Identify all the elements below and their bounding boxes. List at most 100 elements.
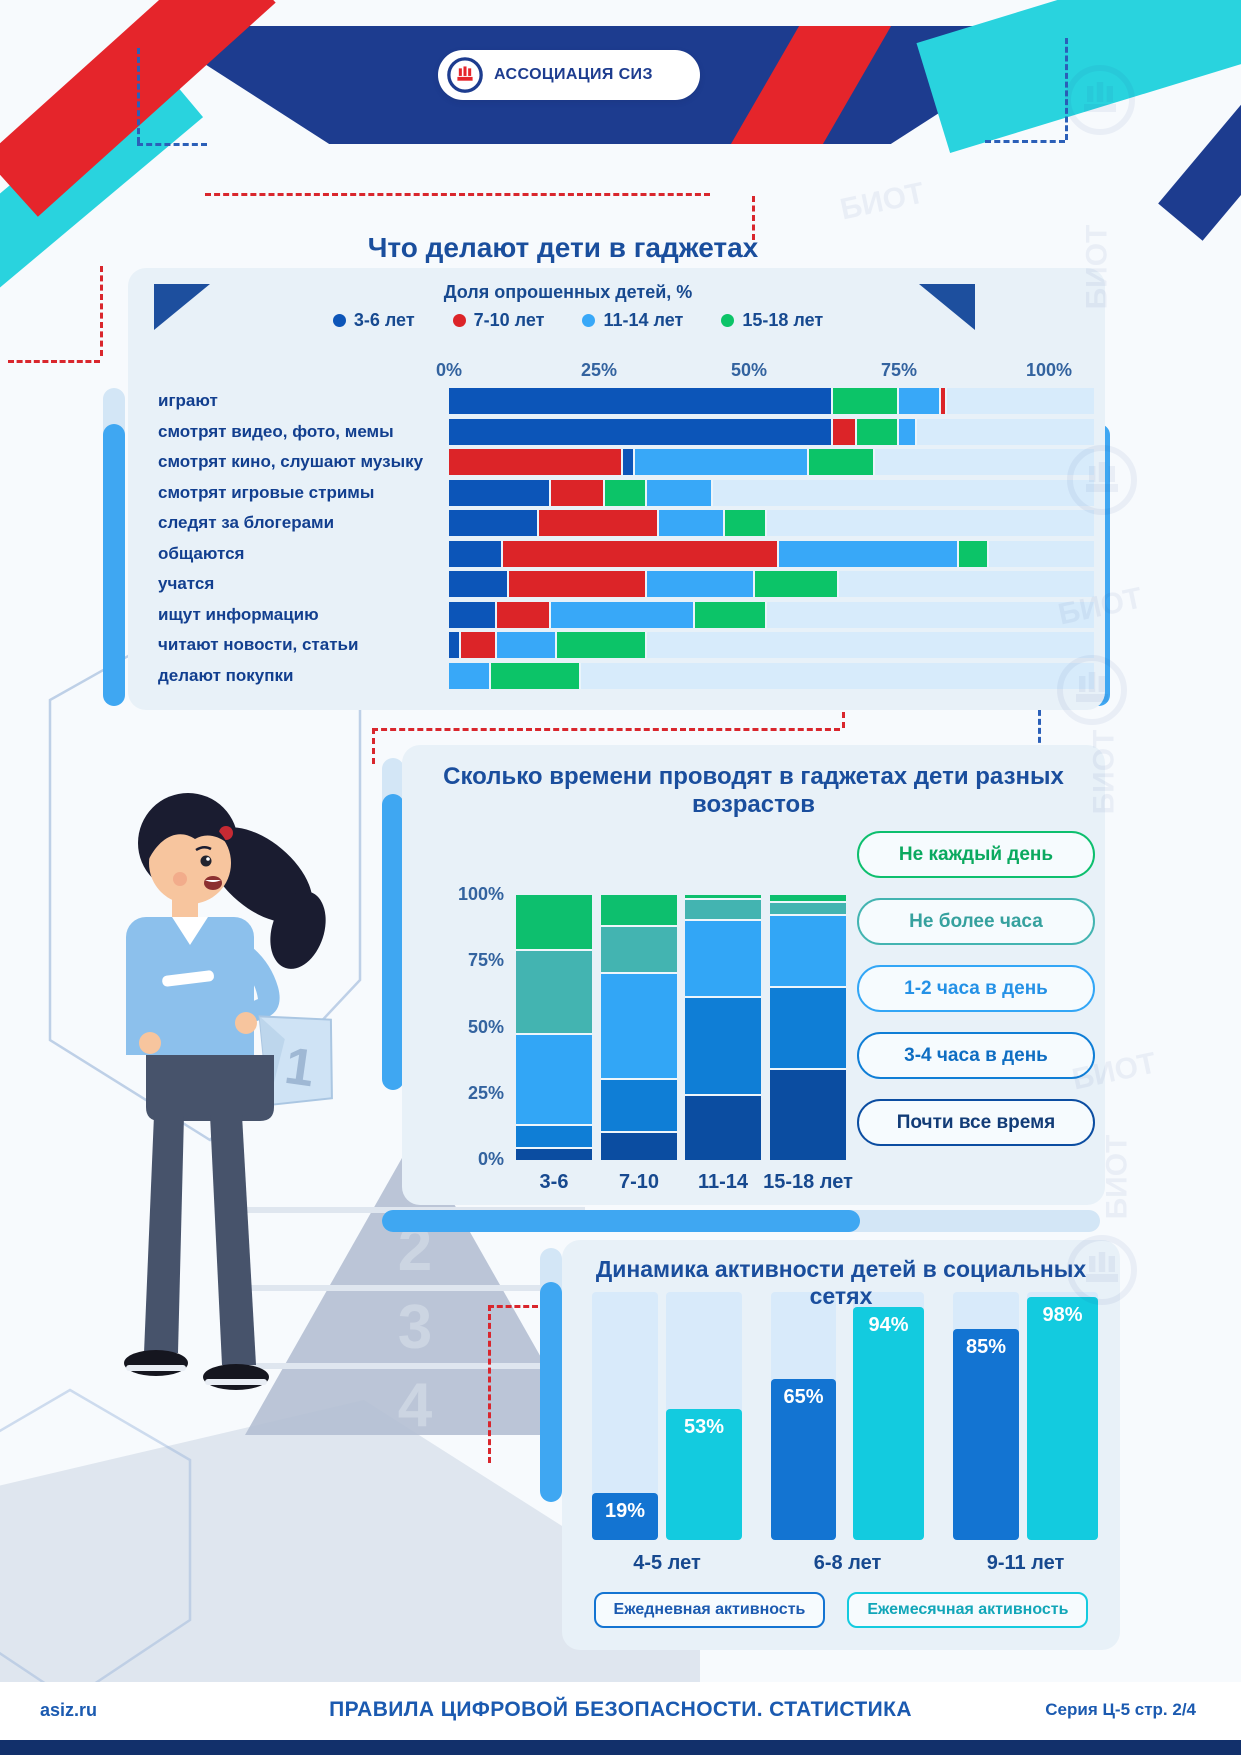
value-bar [666, 1408, 742, 1540]
dashed-line [372, 728, 375, 764]
bar-segment [725, 510, 767, 536]
legend-label: 15-18 лет [742, 310, 824, 330]
watermark-text: БИОТ [1100, 1134, 1134, 1220]
legend-dot-icon [332, 314, 346, 327]
column-segment [516, 950, 592, 1036]
bar-segment [635, 449, 809, 475]
column-segment [601, 895, 677, 927]
bar-track [449, 388, 1094, 414]
column-segment [685, 1096, 761, 1160]
column-segment [601, 1133, 677, 1160]
activities-chart-subtitle: Доля опрошенных детей, % [443, 282, 693, 302]
bar-segment [857, 418, 899, 445]
value-bar [953, 1329, 1019, 1540]
column-segment [601, 974, 677, 1081]
bar-track [449, 601, 1094, 628]
column-segment [685, 895, 761, 901]
row-label: общаются [158, 543, 245, 563]
bar-segment [539, 510, 659, 536]
social-activity-legend: Ежедневная активность Ежемесячная активно… [562, 1592, 1120, 1628]
bar-segment [833, 418, 857, 445]
legend-item: 15-18 лет [721, 310, 823, 331]
y-tick-label: 100% [457, 884, 504, 904]
logo-text: АССОЦИАЦИЯ СИЗ [494, 66, 653, 83]
corner-flag-icon [154, 284, 210, 330]
cyan-ribbon-right [916, 0, 1241, 154]
y-tick-label: 75% [467, 950, 504, 971]
stacked-column [685, 895, 761, 1160]
legend-dot-icon [582, 314, 596, 327]
footer-site-link[interactable]: asiz.ru [40, 1700, 98, 1720]
bar-segment [449, 388, 833, 414]
social-activity-chart-panel: Динамика активности детей в социальных с… [562, 1240, 1120, 1650]
bar-track [449, 449, 1094, 475]
row-label: смотрят видео, фото, мемы [158, 421, 394, 441]
activities-chart-legend: 3-6 лет 7-10 лет 11-14 лет 15-18 лет [128, 310, 1028, 331]
row-label: делают покупки [158, 665, 294, 685]
activities-chart-title: Что делают дети в гаджетах [367, 232, 759, 263]
value-bar [853, 1306, 924, 1540]
bar-segment [449, 479, 551, 506]
bar-segment [647, 479, 713, 506]
scroll-strip-thumb [103, 424, 125, 706]
duration-pill[interactable]: Не более часа [857, 898, 1095, 945]
duration-pill[interactable]: 3-4 часа в день [857, 1032, 1095, 1079]
stacked-column [770, 895, 846, 1160]
asiz-logo-icon [447, 57, 483, 93]
bar-segment [497, 601, 551, 628]
bar-segment [941, 388, 947, 414]
bar-segment [449, 418, 833, 445]
value-label: 94% [868, 1313, 909, 1336]
bar-segment [605, 479, 647, 506]
duration-pill[interactable]: Не каждый день [857, 831, 1095, 878]
bar-track [449, 510, 1094, 536]
bar-segment [461, 632, 497, 658]
bar-track [449, 540, 1094, 567]
bar-segment [755, 571, 839, 597]
scroll-strip-thumb [382, 1210, 860, 1232]
legend-dot-icon [452, 314, 466, 327]
column-segment [516, 1125, 592, 1150]
duration-pill[interactable]: 1-2 часа в день [857, 965, 1095, 1012]
legend-item: 7-10 лет [452, 310, 544, 331]
stacked-column [601, 895, 677, 1160]
bar-segment [491, 662, 581, 689]
bar-segment [899, 418, 917, 445]
value-bar [771, 1378, 836, 1540]
legend-item: 3-6 лет [332, 310, 415, 331]
logo-badge: АССОЦИАЦИЯ СИЗ [438, 50, 700, 100]
row-label: читают новости, статьи [158, 635, 359, 654]
y-tick-label: 0% [477, 1149, 504, 1169]
pyramid-number-4: 4 [398, 1371, 433, 1435]
column-segment [770, 1069, 846, 1160]
social-activity-chart-title: Динамика активности детей в социальных с… [595, 1256, 1087, 1309]
bar-segment [449, 540, 503, 567]
dashed-line-blue [1065, 38, 1068, 140]
duration-pill[interactable]: Почти все время [857, 1099, 1095, 1146]
bar-track [449, 632, 1094, 658]
social-activity-plot: 19% 53% 4-5 лет 65% 94% 6-8 лет 85% 98% 9-11 лет [562, 1240, 1120, 1650]
bar-segment [449, 510, 539, 536]
girl-illustration: 1 [124, 793, 333, 1390]
column-segment [685, 998, 761, 1097]
column-segment [685, 921, 761, 999]
activity-legend-pill[interactable]: Ежедневная активность [593, 1592, 826, 1628]
dashed-line [372, 728, 840, 731]
bar-segment [509, 571, 647, 597]
bar-segment [551, 601, 695, 628]
legend-label: 3-6 лет [353, 310, 415, 330]
value-label: 98% [1042, 1303, 1083, 1326]
footer-bar [0, 1740, 1241, 1755]
legend-dot-icon [721, 314, 735, 327]
row-label: учатся [158, 574, 215, 593]
column-segment [516, 1149, 592, 1160]
activity-legend-pill[interactable]: Ежемесячная активность [847, 1592, 1089, 1628]
screen-time-chart-title: Сколько времени проводят в гаджетах дети… [443, 763, 1064, 818]
bar-segment [449, 571, 509, 597]
x-category-label: 9-11 лет [986, 1552, 1065, 1574]
bar-segment [449, 601, 497, 628]
x-tick-label: 100% [1025, 360, 1073, 380]
scroll-strip-thumb [382, 794, 404, 1090]
dashed-line [8, 360, 100, 363]
footer-series: Серия Ц-5 стр. 2/4 [1045, 1700, 1196, 1719]
